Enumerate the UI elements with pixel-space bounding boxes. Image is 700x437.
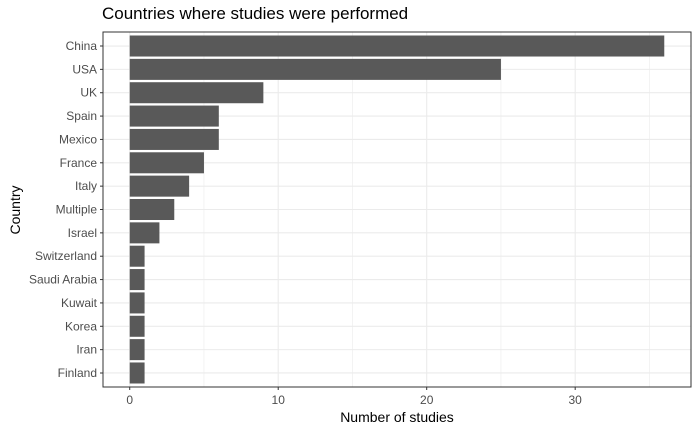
bar-multiple: [129, 198, 175, 221]
x-axis-title: Number of studies: [340, 409, 454, 425]
x-tick-label: 20: [420, 393, 434, 407]
x-tick-label: 30: [569, 393, 583, 407]
y-tick-label: Finland: [58, 366, 97, 380]
bar-kuwait: [129, 292, 145, 314]
x-tick-label: 10: [272, 393, 286, 407]
axis-ticks: [100, 45, 576, 390]
bar-china: [129, 35, 665, 57]
y-tick-label: Italy: [75, 179, 97, 193]
bar-iran: [129, 339, 145, 361]
x-tick-label: 0: [126, 393, 133, 407]
bar-saudi-arabia: [129, 269, 145, 291]
y-tick-label: Kuwait: [61, 296, 98, 310]
bar-italy: [129, 175, 190, 197]
y-tick-label: Multiple: [56, 203, 98, 217]
bar-mexico: [129, 128, 219, 150]
y-tick-label: Israel: [68, 226, 97, 240]
bar-switzerland: [129, 245, 145, 267]
tick-labels: China USA UK Spain Mexico France Italy Multiple…: [29, 39, 582, 407]
bars: [129, 35, 665, 384]
y-tick-label: China: [66, 39, 98, 53]
bar-korea: [129, 315, 145, 337]
y-tick-label: Iran: [76, 343, 97, 357]
bar-spain: [129, 105, 219, 127]
y-tick-label: Switzerland: [35, 249, 97, 263]
y-tick-label: Saudi Arabia: [29, 273, 97, 287]
bar-israel: [129, 222, 160, 244]
y-axis-title: Country: [7, 185, 23, 234]
y-tick-label: France: [60, 156, 98, 170]
y-tick-label: UK: [80, 86, 97, 100]
bar-uk: [129, 82, 264, 104]
y-tick-label: Mexico: [59, 132, 97, 146]
bar-usa: [129, 58, 501, 80]
y-tick-label: USA: [72, 62, 97, 76]
y-tick-label: Korea: [65, 319, 97, 333]
bar-finland: [129, 362, 145, 384]
bar-france: [129, 152, 204, 174]
chart-title: Countries where studies were performed: [102, 4, 409, 23]
y-tick-label: Spain: [66, 109, 97, 123]
